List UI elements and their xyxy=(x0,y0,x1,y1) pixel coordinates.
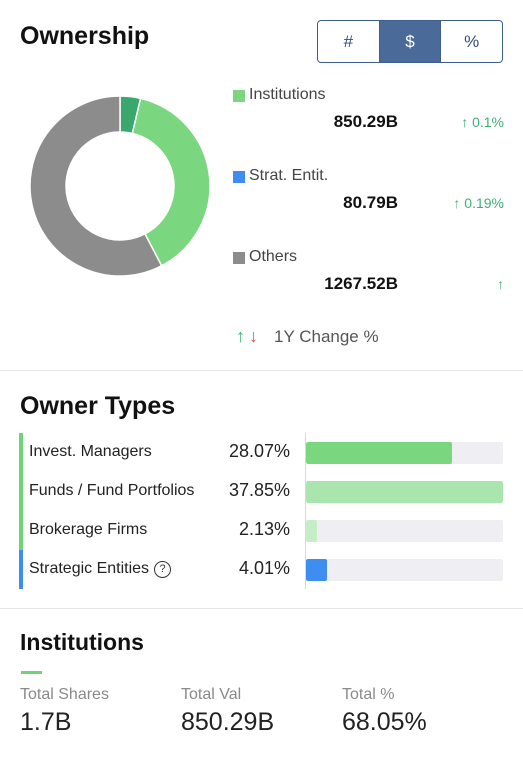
legend-change: ↑ 0.1% xyxy=(461,114,504,130)
section-divider xyxy=(0,608,523,609)
stat-value: 1.7B xyxy=(20,708,72,736)
stat-label: Total Shares xyxy=(20,686,109,703)
owner-type-percent: 28.07% xyxy=(228,441,290,461)
stat-total-shares: Total Shares 1.7B xyxy=(20,686,109,737)
owner-type-percent: 2.13% xyxy=(238,519,290,539)
owner-type-bar-track xyxy=(306,520,503,542)
toggle-count-button[interactable]: # xyxy=(318,21,380,62)
bar-axis-line xyxy=(305,433,306,589)
legend-swatch-strategic-entities xyxy=(233,171,245,183)
stat-total-value: Total Val 850.29B xyxy=(181,686,274,737)
owner-type-label: Funds / Fund Portfolios xyxy=(29,482,195,499)
legend-label: Institutions xyxy=(249,86,326,103)
donut-slice-others xyxy=(30,96,163,276)
legend-change: ↑ 0.19% xyxy=(453,195,504,211)
ownership-title: Ownership xyxy=(20,22,150,50)
legend-item-others: Others 1267.52B ↑ xyxy=(233,248,508,308)
row-color-stripe xyxy=(19,511,23,550)
stat-total-percent: Total % 68.05% xyxy=(342,686,427,737)
row-color-stripe xyxy=(19,433,23,472)
owner-type-label: Invest. Managers xyxy=(29,443,152,460)
legend-swatch-others xyxy=(233,252,245,264)
owner-type-bar-track xyxy=(306,481,503,503)
owner-type-bar xyxy=(306,559,327,581)
ownership-donut-chart xyxy=(30,96,210,276)
owner-type-bar-track xyxy=(306,559,503,581)
toggle-percent-button[interactable]: % xyxy=(464,31,480,51)
donut-slice-institutions xyxy=(131,97,210,267)
legend-swatch-institutions xyxy=(233,90,245,102)
arrow-down-icon: ↓ xyxy=(249,326,258,346)
help-icon[interactable]: ? xyxy=(154,560,172,578)
row-color-stripe xyxy=(19,472,23,511)
unit-toggle: # $ % xyxy=(317,20,503,63)
stat-value: 68.05% xyxy=(342,708,427,736)
owner-type-row[interactable]: Invest. Managers 28.07% xyxy=(19,433,505,472)
title-underline xyxy=(21,671,42,674)
legend-label: Others xyxy=(249,248,298,265)
owner-type-bar-track xyxy=(306,442,503,464)
owner-type-bar xyxy=(306,442,452,464)
legend-change: ↑ xyxy=(497,276,504,292)
owner-type-label-wrap: Strategic Entities? xyxy=(29,560,172,578)
owner-type-label-wrap: Funds / Fund Portfolios xyxy=(29,482,194,500)
owner-type-row[interactable]: Strategic Entities? 4.01% xyxy=(19,550,505,589)
stat-value: 850.29B xyxy=(181,708,275,736)
owner-type-label: Brokerage Firms xyxy=(29,521,148,538)
arrow-up-icon: ↑ xyxy=(236,326,245,346)
legend-label: Strat. Entit. xyxy=(249,167,329,184)
legend-value: 1267.52B xyxy=(324,274,398,293)
stat-label: Total % xyxy=(342,686,395,703)
owner-type-percent: 37.85% xyxy=(228,480,290,500)
legend-item-institutions: Institutions 850.29B ↑ 0.1% xyxy=(233,86,508,146)
owner-types-title: Owner Types xyxy=(20,392,176,420)
institutions-title: Institutions xyxy=(20,629,144,655)
legend-item-strategic-entities: Strat. Entit. 80.79B ↑ 0.19% xyxy=(233,167,508,227)
stat-label: Total Val xyxy=(181,686,242,703)
owner-type-row[interactable]: Funds / Fund Portfolios 37.85% xyxy=(19,472,505,511)
year-change-label: 1Y Change % xyxy=(274,326,379,346)
owner-type-row[interactable]: Brokerage Firms 2.13% xyxy=(19,511,505,550)
row-color-stripe xyxy=(19,550,23,589)
legend-value: 80.79B xyxy=(343,193,398,212)
owner-type-label: Strategic Entities xyxy=(29,560,150,577)
owner-type-label-wrap: Invest. Managers xyxy=(29,443,152,461)
owner-type-label-wrap: Brokerage Firms xyxy=(29,521,147,539)
year-change-legend: ↑ ↓ 1Y Change % xyxy=(236,326,379,347)
owner-type-percent: 4.01% xyxy=(238,558,290,578)
owner-type-bar xyxy=(306,520,318,542)
section-divider xyxy=(0,370,523,371)
legend-value: 850.29B xyxy=(333,112,398,131)
toggle-value-button[interactable]: $ xyxy=(379,21,442,62)
owner-type-bar xyxy=(306,481,503,503)
